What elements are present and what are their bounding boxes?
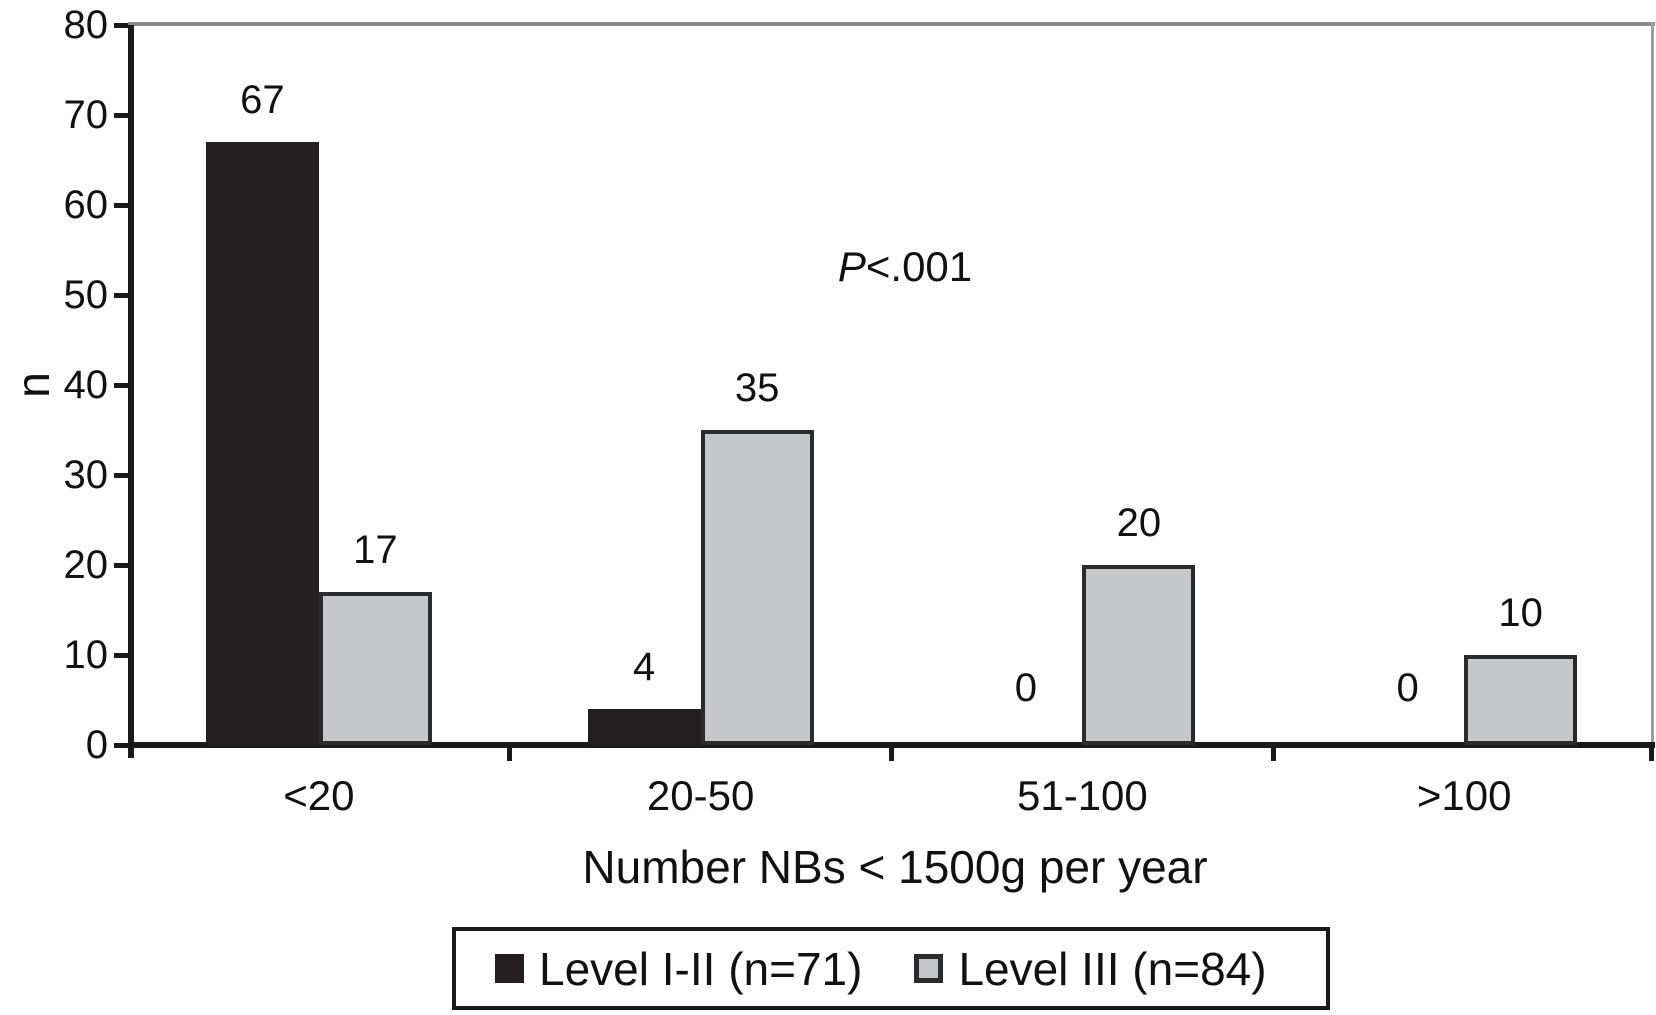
- bar: [1082, 565, 1196, 745]
- bar: [700, 430, 814, 745]
- y-tick: [114, 292, 128, 298]
- x-tick-label: 51-100: [1016, 772, 1148, 819]
- y-tick-label: 20: [63, 543, 109, 587]
- y-tick: [114, 112, 128, 118]
- p-value-annotation: P<.001: [838, 244, 972, 290]
- y-tick-label: 80: [63, 3, 109, 47]
- y-tick: [114, 472, 128, 478]
- y-tick: [114, 652, 128, 658]
- bar: [587, 709, 701, 745]
- x-axis-line: [128, 742, 1655, 748]
- y-tick: [114, 742, 128, 748]
- bar: [205, 142, 319, 745]
- x-tick-label: 20-50: [646, 772, 755, 819]
- x-tick: [889, 747, 894, 761]
- y-tick-label: 50: [63, 273, 109, 317]
- bar: [318, 592, 432, 745]
- y-tick: [114, 382, 128, 388]
- legend-item: Level III (n=84): [914, 942, 1267, 995]
- legend-item: Level I-II (n=71): [495, 944, 862, 994]
- p-value-rest: <.001: [865, 243, 973, 290]
- y-tick-label: 30: [63, 453, 109, 497]
- legend-label: Level I-II (n=71): [539, 942, 863, 995]
- legend-swatch-icon: [495, 954, 524, 983]
- plot-frame-right: [1651, 22, 1654, 748]
- y-tick-label: 0: [85, 723, 108, 767]
- bar-value-label: 35: [734, 366, 780, 410]
- bar-value-label: 0: [1396, 666, 1419, 710]
- x-axis-title: Number NBs < 1500g per year: [582, 841, 1208, 893]
- x-tick: [1648, 747, 1654, 761]
- bar-value-label: 4: [633, 645, 656, 689]
- legend-swatch-icon: [914, 954, 944, 983]
- bar: [1464, 655, 1578, 745]
- bar-value-label: 0: [1014, 666, 1037, 710]
- bar-value-label: 20: [1116, 501, 1162, 545]
- y-tick: [114, 202, 128, 208]
- bar-value-label: 10: [1498, 591, 1543, 635]
- x-tick-label: >100: [1416, 772, 1512, 819]
- y-tick-label: 70: [63, 93, 109, 137]
- p-value-symbol: P: [837, 243, 866, 290]
- y-axis-title: n: [7, 372, 59, 398]
- x-tick-label: <20: [283, 772, 355, 819]
- bar-value-label: 17: [353, 528, 398, 572]
- y-tick-label: 60: [63, 183, 109, 227]
- x-tick: [507, 747, 513, 761]
- y-tick-label: 40: [63, 363, 109, 407]
- y-axis-line: [128, 25, 134, 758]
- bar-value-label: 67: [240, 78, 285, 122]
- legend: Level I-II (n=71) Level III (n=84): [452, 927, 1330, 1010]
- y-tick: [114, 22, 128, 28]
- x-tick: [1270, 747, 1276, 761]
- legend-label: Level III (n=84): [958, 942, 1267, 995]
- y-tick-label: 10: [63, 633, 109, 677]
- plot-frame-top: [128, 22, 1655, 26]
- y-tick: [114, 562, 128, 568]
